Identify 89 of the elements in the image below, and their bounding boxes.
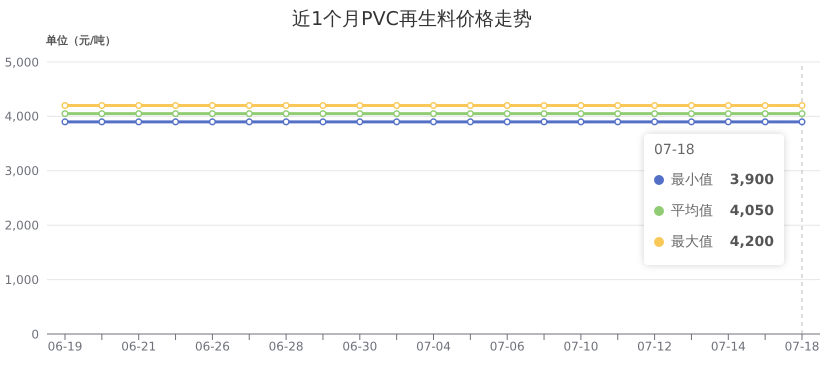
point bbox=[356, 118, 364, 126]
x-tick-label: 07-14 bbox=[710, 340, 746, 354]
point bbox=[246, 118, 253, 126]
point bbox=[135, 118, 142, 126]
point bbox=[282, 102, 290, 110]
point bbox=[319, 110, 326, 118]
point bbox=[98, 102, 106, 110]
point bbox=[688, 102, 695, 110]
y-tick-label: 0 bbox=[31, 327, 39, 342]
point bbox=[724, 118, 732, 126]
point bbox=[61, 118, 69, 126]
x-tick-label: 06-21 bbox=[121, 340, 156, 354]
y-tick-label: 3,000 bbox=[4, 164, 39, 178]
x-tick-label: 07-04 bbox=[416, 340, 451, 354]
point bbox=[430, 118, 438, 126]
point bbox=[61, 110, 69, 118]
annotation: 3,900 bbox=[730, 172, 774, 188]
x-tick-label: 06-28 bbox=[268, 340, 304, 354]
x-tick-label: 07-10 bbox=[563, 340, 598, 354]
point bbox=[577, 110, 584, 118]
point bbox=[504, 102, 511, 110]
point bbox=[172, 118, 180, 126]
point bbox=[540, 118, 548, 126]
point bbox=[762, 102, 769, 110]
point bbox=[614, 118, 622, 126]
legend-label: 平均值 bbox=[671, 202, 714, 220]
point bbox=[319, 102, 326, 110]
point bbox=[798, 118, 806, 126]
annotation: 4,050 bbox=[730, 202, 774, 218]
legend-label: 最小值 bbox=[671, 170, 714, 188]
x-tick-label: 07-06 bbox=[490, 340, 525, 354]
point bbox=[688, 118, 695, 126]
legend-label: 最大值 bbox=[671, 232, 714, 250]
chart-title: 近1个月PVC再生料价格走势 bbox=[291, 7, 533, 32]
point bbox=[172, 102, 180, 110]
point bbox=[614, 102, 622, 110]
point bbox=[246, 102, 253, 110]
point bbox=[762, 110, 769, 118]
point bbox=[540, 102, 548, 110]
point bbox=[356, 102, 364, 110]
point bbox=[504, 118, 511, 126]
point bbox=[724, 102, 732, 110]
y-axis-title: 单位（元/吨） bbox=[46, 33, 116, 48]
point bbox=[466, 118, 474, 126]
point bbox=[98, 118, 106, 126]
point bbox=[246, 110, 253, 118]
point bbox=[208, 110, 216, 118]
point bbox=[135, 110, 142, 118]
point bbox=[466, 110, 474, 118]
point bbox=[98, 110, 106, 118]
y-tick-label: 5,000 bbox=[4, 55, 39, 70]
point bbox=[466, 102, 474, 110]
point bbox=[651, 110, 658, 118]
point bbox=[614, 110, 622, 118]
point bbox=[172, 110, 180, 118]
point bbox=[798, 110, 806, 118]
point bbox=[282, 110, 290, 118]
point bbox=[393, 102, 400, 110]
point bbox=[724, 110, 732, 118]
point bbox=[762, 118, 769, 126]
y-tick-label: 4,000 bbox=[4, 110, 39, 124]
x-tick-label: 06-30 bbox=[342, 340, 378, 354]
x-tick-label: 07-18 bbox=[784, 340, 820, 354]
point bbox=[356, 110, 364, 118]
point bbox=[688, 110, 695, 118]
point bbox=[577, 118, 584, 126]
point bbox=[798, 102, 806, 110]
point bbox=[430, 110, 438, 118]
point bbox=[393, 110, 400, 118]
point bbox=[282, 118, 290, 126]
text: 07-18 bbox=[654, 142, 695, 158]
x-tick-label: 07-12 bbox=[637, 340, 672, 354]
point bbox=[577, 102, 584, 110]
point bbox=[319, 118, 326, 126]
y-tick-label: 1,000 bbox=[4, 272, 39, 287]
point bbox=[504, 110, 511, 118]
point bbox=[540, 110, 548, 118]
point bbox=[430, 102, 438, 110]
x-tick-label: 06-26 bbox=[194, 340, 230, 354]
point bbox=[208, 118, 216, 126]
point bbox=[61, 102, 69, 110]
point bbox=[651, 118, 658, 126]
y-tick-label: 2,000 bbox=[4, 218, 39, 232]
x-tick-label: 06-19 bbox=[48, 340, 82, 354]
point bbox=[393, 118, 400, 126]
point bbox=[135, 102, 142, 110]
point bbox=[208, 102, 216, 110]
annotation: 4,200 bbox=[730, 234, 774, 250]
point bbox=[651, 102, 658, 110]
